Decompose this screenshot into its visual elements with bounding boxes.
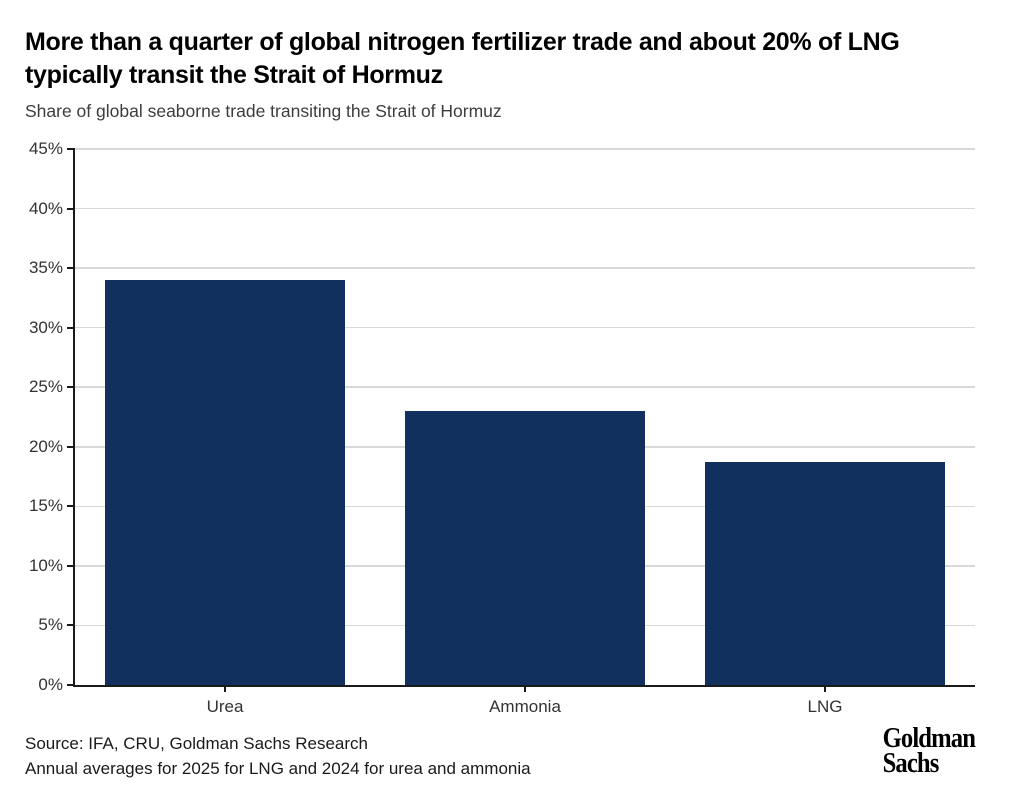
gridline [75,267,975,269]
y-axis-label: 10% [28,555,63,575]
chart-title-line1: More than a quarter of global nitrogen f… [25,28,900,56]
y-axis-label: 25% [28,377,63,397]
y-axis-tick [67,684,75,686]
y-axis-label: 35% [28,258,63,278]
logo-line1: Goldman [882,723,976,754]
x-axis-label: LNG [807,697,843,716]
y-axis-label: 40% [28,198,63,218]
y-axis-label: 5% [38,615,63,635]
y-axis-label: 45% [28,139,63,158]
y-axis-tick [67,445,75,448]
y-axis-label: 30% [28,317,63,337]
x-axis-tick [824,685,826,692]
x-axis-tick [224,685,226,692]
goldman-sachs-logo: Goldman Sachs [882,723,976,779]
x-axis-label: Ammonia [489,697,561,716]
gridline [75,207,975,210]
chart-title: More than a quarter of global nitrogen f… [25,26,1015,92]
gridline [75,386,975,388]
y-axis-tick [67,207,75,210]
y-axis-tick [67,267,75,270]
bar-lng [705,462,945,685]
x-axis-tick [524,685,526,692]
y-axis-label: 0% [38,675,63,694]
gridline [75,148,975,150]
footnote-text: Annual averages for 2025 for LNG and 202… [25,759,531,778]
y-axis-label: 15% [28,496,63,516]
source-text: Source: IFA, CRU, Goldman Sachs Research [25,734,368,753]
bar-urea [105,280,345,685]
x-axis-line [73,685,975,687]
gridline [75,326,975,329]
y-axis-label: 20% [28,436,63,456]
y-axis-tick [67,326,75,329]
y-axis-tick [67,564,75,567]
y-axis-line [73,149,75,687]
x-axis-label: Urea [206,697,244,716]
chart-footer: Source: IFA, CRU, Goldman Sachs Research… [25,731,531,781]
y-axis-tick [67,505,75,508]
chart-subtitle: Share of global seaborne trade transitin… [25,101,502,121]
logo-line2: Sachs [882,748,940,779]
bar-ammonia [405,411,645,685]
y-axis-tick [67,148,75,150]
y-axis-tick [67,386,75,389]
y-axis-tick [67,624,75,627]
chart-title-line2: typically transit the Strait of Hormuz [25,61,443,89]
